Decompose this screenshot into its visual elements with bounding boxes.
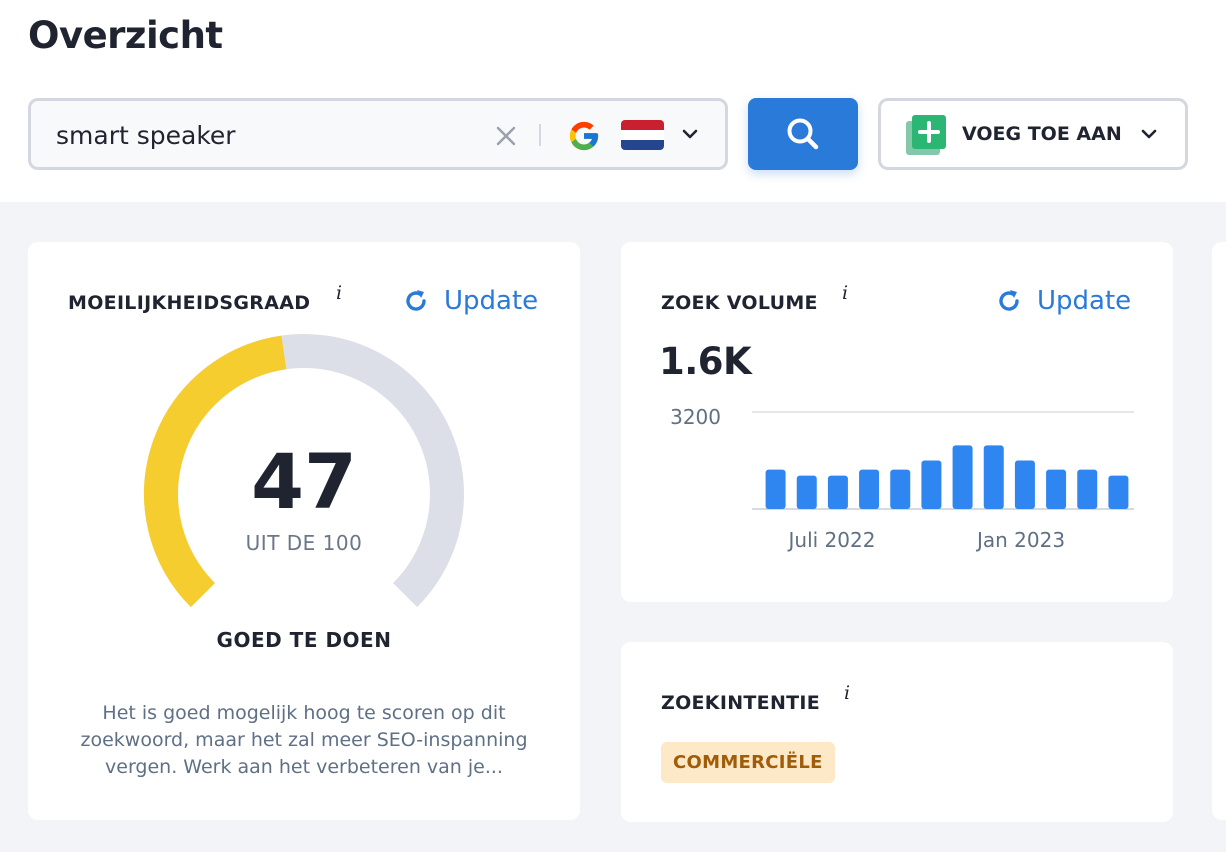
bar — [983, 445, 1004, 509]
bar — [1108, 475, 1129, 509]
difficulty-card: MOEILIJKHEIDSGRAAD i Update 47 UIT DE 10… — [28, 242, 580, 820]
gauge-fill — [144, 335, 287, 608]
update-label: Update — [444, 286, 539, 316]
y-tick-label: 3200 — [670, 405, 721, 429]
volume-value: 1.6K — [659, 340, 752, 383]
intent-title: ZOEKINTENTIE — [661, 692, 821, 714]
intent-badge: COMMERCIËLE — [661, 742, 835, 783]
chevron-down-icon[interactable] — [679, 123, 701, 145]
refresh-icon — [999, 290, 1019, 311]
info-icon[interactable]: i — [336, 282, 343, 304]
netherlands-flag-icon[interactable] — [621, 120, 664, 150]
clear-icon[interactable] — [491, 121, 521, 151]
search-button[interactable] — [748, 98, 858, 170]
volume-chart: 3200 Juli 2022 Jan 2023 — [670, 405, 1134, 552]
difficulty-gauge — [144, 334, 464, 608]
bar — [952, 445, 973, 509]
difficulty-verdict: GOED TE DOEN — [216, 628, 392, 652]
search-icon — [787, 118, 819, 150]
google-icon[interactable] — [567, 119, 601, 153]
volume-card: ZOEK VOLUME i Update 1.6K 3200 Juli 2022 J… — [621, 242, 1173, 602]
difficulty-score: 47 — [251, 437, 357, 526]
bar — [859, 469, 880, 509]
search-box[interactable] — [28, 98, 728, 170]
bar — [890, 469, 911, 509]
divider — [539, 124, 541, 146]
x-tick-label: Jan 2023 — [975, 528, 1065, 552]
page-title: Overzicht — [28, 14, 223, 57]
difficulty-score-of: UIT DE 100 — [245, 531, 363, 555]
info-icon[interactable]: i — [844, 682, 851, 704]
difficulty-title: MOEILIJKHEIDSGRAAD — [68, 292, 311, 314]
intent-card: ZOEKINTENTIE i COMMERCIËLE — [621, 642, 1173, 822]
add-to-button-label: VOEG TOE AAN — [962, 123, 1122, 145]
top-bar: Overzicht — [0, 0, 1226, 202]
bar — [796, 475, 817, 509]
chevron-down-icon — [1141, 129, 1157, 139]
update-label: Update — [1037, 286, 1132, 316]
bar — [1046, 469, 1067, 509]
add-list-icon — [906, 115, 946, 155]
search-input[interactable] — [56, 117, 476, 153]
bar — [1014, 460, 1035, 509]
next-card — [1212, 242, 1226, 820]
difficulty-update-button[interactable]: Update — [402, 286, 538, 316]
x-tick-label: Juli 2022 — [787, 528, 876, 552]
info-icon[interactable]: i — [842, 282, 849, 304]
volume-title: ZOEK VOLUME — [661, 292, 818, 314]
refresh-icon — [406, 290, 426, 311]
bar — [827, 475, 848, 509]
add-to-button[interactable]: VOEG TOE AAN — [878, 98, 1188, 170]
bar — [1077, 469, 1098, 509]
volume-update-button[interactable]: Update — [995, 286, 1131, 316]
bar — [765, 469, 786, 509]
difficulty-description: Het is goed mogelijk hoog te scoren op d… — [80, 702, 528, 778]
bar — [921, 460, 942, 509]
